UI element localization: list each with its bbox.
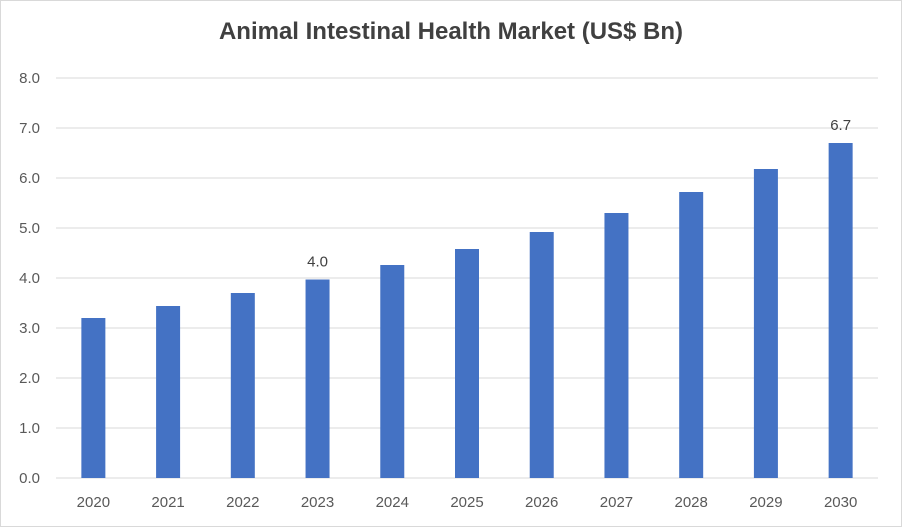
y-axis-ticks: 0.0 1.0 2.0 3.0 4.0 5.0 6.0 7.0 8.0 xyxy=(19,70,40,487)
x-tick-label: 2021 xyxy=(151,494,184,511)
y-tick-label: 4.0 xyxy=(19,270,40,287)
x-tick-label: 2023 xyxy=(301,494,334,511)
x-axis-ticks: 2020 2021 2022 2023 2024 2025 2026 2027 2028 2029… xyxy=(77,494,858,511)
bar-2023 xyxy=(305,279,330,478)
y-tick-label: 7.0 xyxy=(19,120,40,137)
x-tick-label: 2020 xyxy=(77,494,110,511)
data-label: 4.0 xyxy=(307,254,328,271)
bar-2030 xyxy=(828,143,853,478)
bar-2029 xyxy=(753,169,778,478)
x-tick-label: 2026 xyxy=(525,494,558,511)
y-tick-label: 0.0 xyxy=(19,470,40,487)
chart-title: Animal Intestinal Health Market (US$ Bn) xyxy=(218,18,684,45)
y-tick-label: 3.0 xyxy=(19,320,40,337)
x-tick-label: 2027 xyxy=(600,494,633,511)
x-tick-label: 2030 xyxy=(824,494,857,511)
x-tick-label: 2028 xyxy=(674,494,707,511)
y-tick-label: 8.0 xyxy=(19,70,40,87)
bars xyxy=(81,143,853,478)
bar-2028 xyxy=(679,192,704,478)
bar-2021 xyxy=(156,306,181,478)
bar-2022 xyxy=(230,293,255,478)
data-labels: 4.0 6.7 xyxy=(307,117,851,271)
bar-2027 xyxy=(604,213,629,478)
y-tick-label: 5.0 xyxy=(19,220,40,237)
x-tick-label: 2022 xyxy=(226,494,259,511)
bar-2026 xyxy=(529,232,554,478)
data-label: 6.7 xyxy=(830,117,851,134)
x-tick-label: 2025 xyxy=(450,494,483,511)
x-tick-label: 2029 xyxy=(749,494,782,511)
y-tick-label: 6.0 xyxy=(19,170,40,187)
bar-2020 xyxy=(81,318,106,478)
y-tick-label: 2.0 xyxy=(19,370,40,387)
y-tick-label: 1.0 xyxy=(19,420,40,437)
x-tick-label: 2024 xyxy=(376,494,409,511)
bar-2025 xyxy=(455,249,479,478)
bar-2024 xyxy=(380,265,405,478)
